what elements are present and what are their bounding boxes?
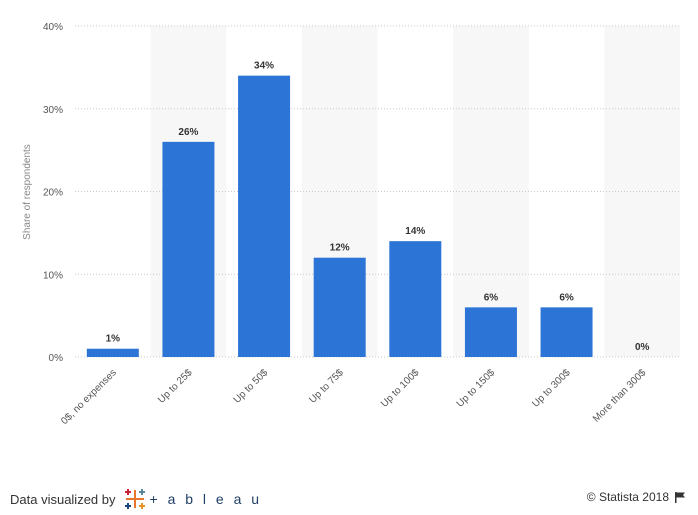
bar [464, 307, 517, 357]
value-label: 1% [106, 334, 121, 345]
flag-icon[interactable] [675, 491, 686, 503]
x-tick-label: More than 300$ [591, 367, 649, 425]
x-tick-label: Up to 300$ [530, 367, 573, 410]
x-tick-label: Up to 150$ [455, 367, 498, 410]
footer-credit: Data visualized by + a b l e a u [10, 488, 262, 510]
tableau-wordmark: + a b l e a u [149, 491, 263, 507]
bar [313, 257, 366, 357]
bars [86, 75, 593, 358]
bar-chart: 0% 10% 20% 30% 40% Share of respondents 1% 26… [22, 22, 680, 427]
bar [162, 141, 215, 357]
x-tick-label: 0$, no expenses [59, 367, 119, 427]
value-label: 34% [254, 61, 274, 72]
x-tick-label: Up to 50$ [232, 367, 271, 406]
y-tick-label: 20% [43, 188, 63, 199]
bar [238, 75, 291, 358]
value-label: 6% [559, 292, 574, 303]
y-axis-ticks: 0% 10% 20% 30% 40% [43, 22, 63, 364]
visualized-by-text: Data visualized by [10, 491, 116, 507]
value-label: 14% [405, 226, 425, 237]
bar [540, 307, 593, 357]
y-tick-label: 40% [43, 22, 63, 33]
value-labels: 1% 26% 34% 12% 14% 6% 6% 0% [106, 61, 650, 353]
bar [86, 348, 139, 357]
x-tick-label: Up to 100$ [379, 367, 422, 410]
x-tick-label: Up to 25$ [156, 367, 195, 406]
footer-copyright: © Statista 2018 [587, 490, 686, 504]
y-tick-label: 30% [43, 105, 63, 116]
value-label: 0% [635, 342, 650, 353]
y-axis-label: Share of respondents [22, 144, 33, 240]
bar [389, 241, 442, 357]
copyright-text: © Statista 2018 [586, 490, 669, 504]
y-tick-label: 10% [43, 270, 63, 281]
tableau-logo[interactable]: + a b l e a u [124, 488, 263, 510]
x-axis-ticks: 0$, no expenses Up to 25$ Up to 50$ Up to 7… [59, 367, 648, 427]
value-label: 12% [330, 243, 350, 254]
x-tick-label: Up to 75$ [307, 367, 346, 406]
value-label: 26% [178, 127, 198, 138]
tableau-cross-icon [124, 489, 145, 509]
value-label: 6% [484, 292, 499, 303]
y-tick-label: 0% [49, 353, 64, 364]
